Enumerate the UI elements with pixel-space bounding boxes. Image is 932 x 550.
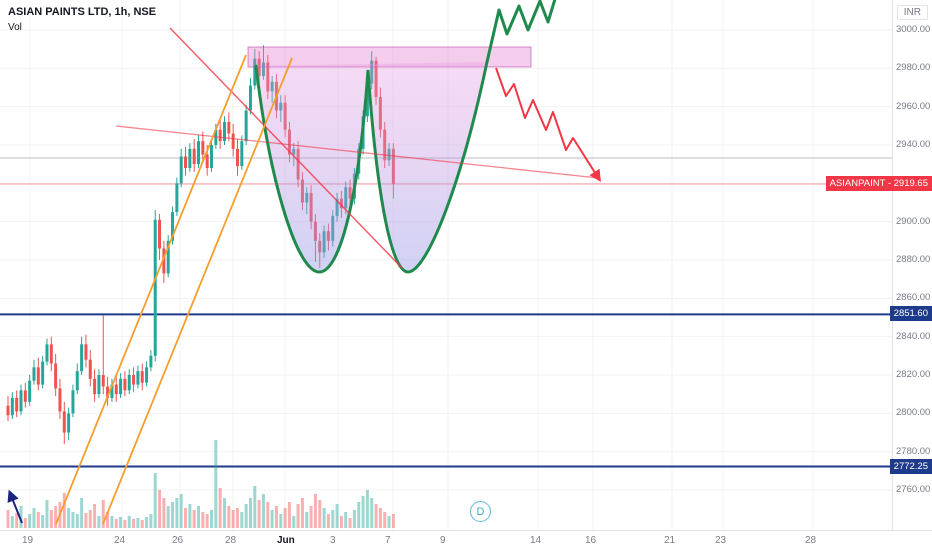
descending-trendline-shallow[interactable]	[115, 125, 599, 179]
time-tick-label: 26	[172, 535, 184, 546]
time-tick-label: 28	[225, 535, 237, 546]
time-tick-label: Jun	[277, 535, 295, 546]
double-bottom-fill	[256, 62, 487, 273]
price-tick-label: 2780.00	[896, 445, 931, 457]
time-tick-label: 3	[330, 535, 336, 546]
time-tick-label: 28	[805, 535, 817, 546]
double-bottom-curve[interactable]	[254, 60, 489, 274]
price-tick-label: 2760.00	[896, 484, 931, 495]
volume-indicator-label[interactable]: Vol	[8, 22, 22, 33]
bearish-projection[interactable]	[495, 67, 601, 183]
bullish-projection[interactable]	[485, 0, 559, 63]
symbol-legend: ASIAN PAINTS LTD, 1h, NSE Vol	[8, 6, 156, 33]
time-tick-label: 24	[114, 535, 126, 546]
price-level-badge-2772: 2772.25	[889, 458, 932, 474]
price-tick-label: 2960.00	[896, 100, 931, 112]
time-tick-label: 14	[530, 535, 542, 546]
ascending-channel-line-left[interactable]	[55, 54, 247, 525]
drawings-layer[interactable]	[7, 0, 601, 525]
price-axis[interactable]: 3000.002980.002960.002940.002920.002900.…	[892, 0, 932, 530]
time-tick-label: 19	[22, 535, 34, 546]
time-tick-label: 21	[664, 535, 676, 546]
time-axis[interactable]: 19 24 26 28 Jun 3 7 9 14 16 21 23 28	[0, 530, 932, 550]
price-tick-label: 3000.00	[896, 24, 931, 35]
price-tick-label: 2880.00	[896, 254, 931, 265]
price-level-badge-2851: 2851.60	[889, 306, 932, 322]
symbol-title[interactable]: ASIAN PAINTS LTD, 1h, NSE	[8, 6, 157, 18]
price-tick-label: 2840.00	[896, 330, 931, 342]
price-tick-label: 2980.00	[896, 62, 931, 74]
watermark-d: D	[470, 501, 491, 522]
time-tick-label: 7	[385, 535, 391, 546]
time-tick-label: 9	[440, 535, 446, 546]
volume-bars	[6, 440, 395, 528]
corner-arrow-mark[interactable]	[7, 489, 23, 524]
price-tick-label: 2820.00	[896, 369, 931, 380]
descending-trendline-steep[interactable]	[169, 27, 403, 269]
currency-label[interactable]: INR	[896, 5, 928, 20]
time-tick-label: 16	[585, 535, 597, 546]
price-tick-label: 2940.00	[896, 139, 931, 150]
price-chart[interactable]	[0, 0, 932, 530]
price-tick-label: 2900.00	[896, 215, 931, 227]
price-tick-label: 2800.00	[896, 407, 931, 419]
watermark-letter: D	[476, 505, 485, 518]
ascending-channel-line-right[interactable]	[102, 57, 293, 525]
time-tick-label: 23	[715, 535, 727, 546]
current-price-badge: ASIANPAINT - 2919.65	[825, 176, 932, 191]
price-tick-label: 2860.00	[896, 292, 931, 304]
